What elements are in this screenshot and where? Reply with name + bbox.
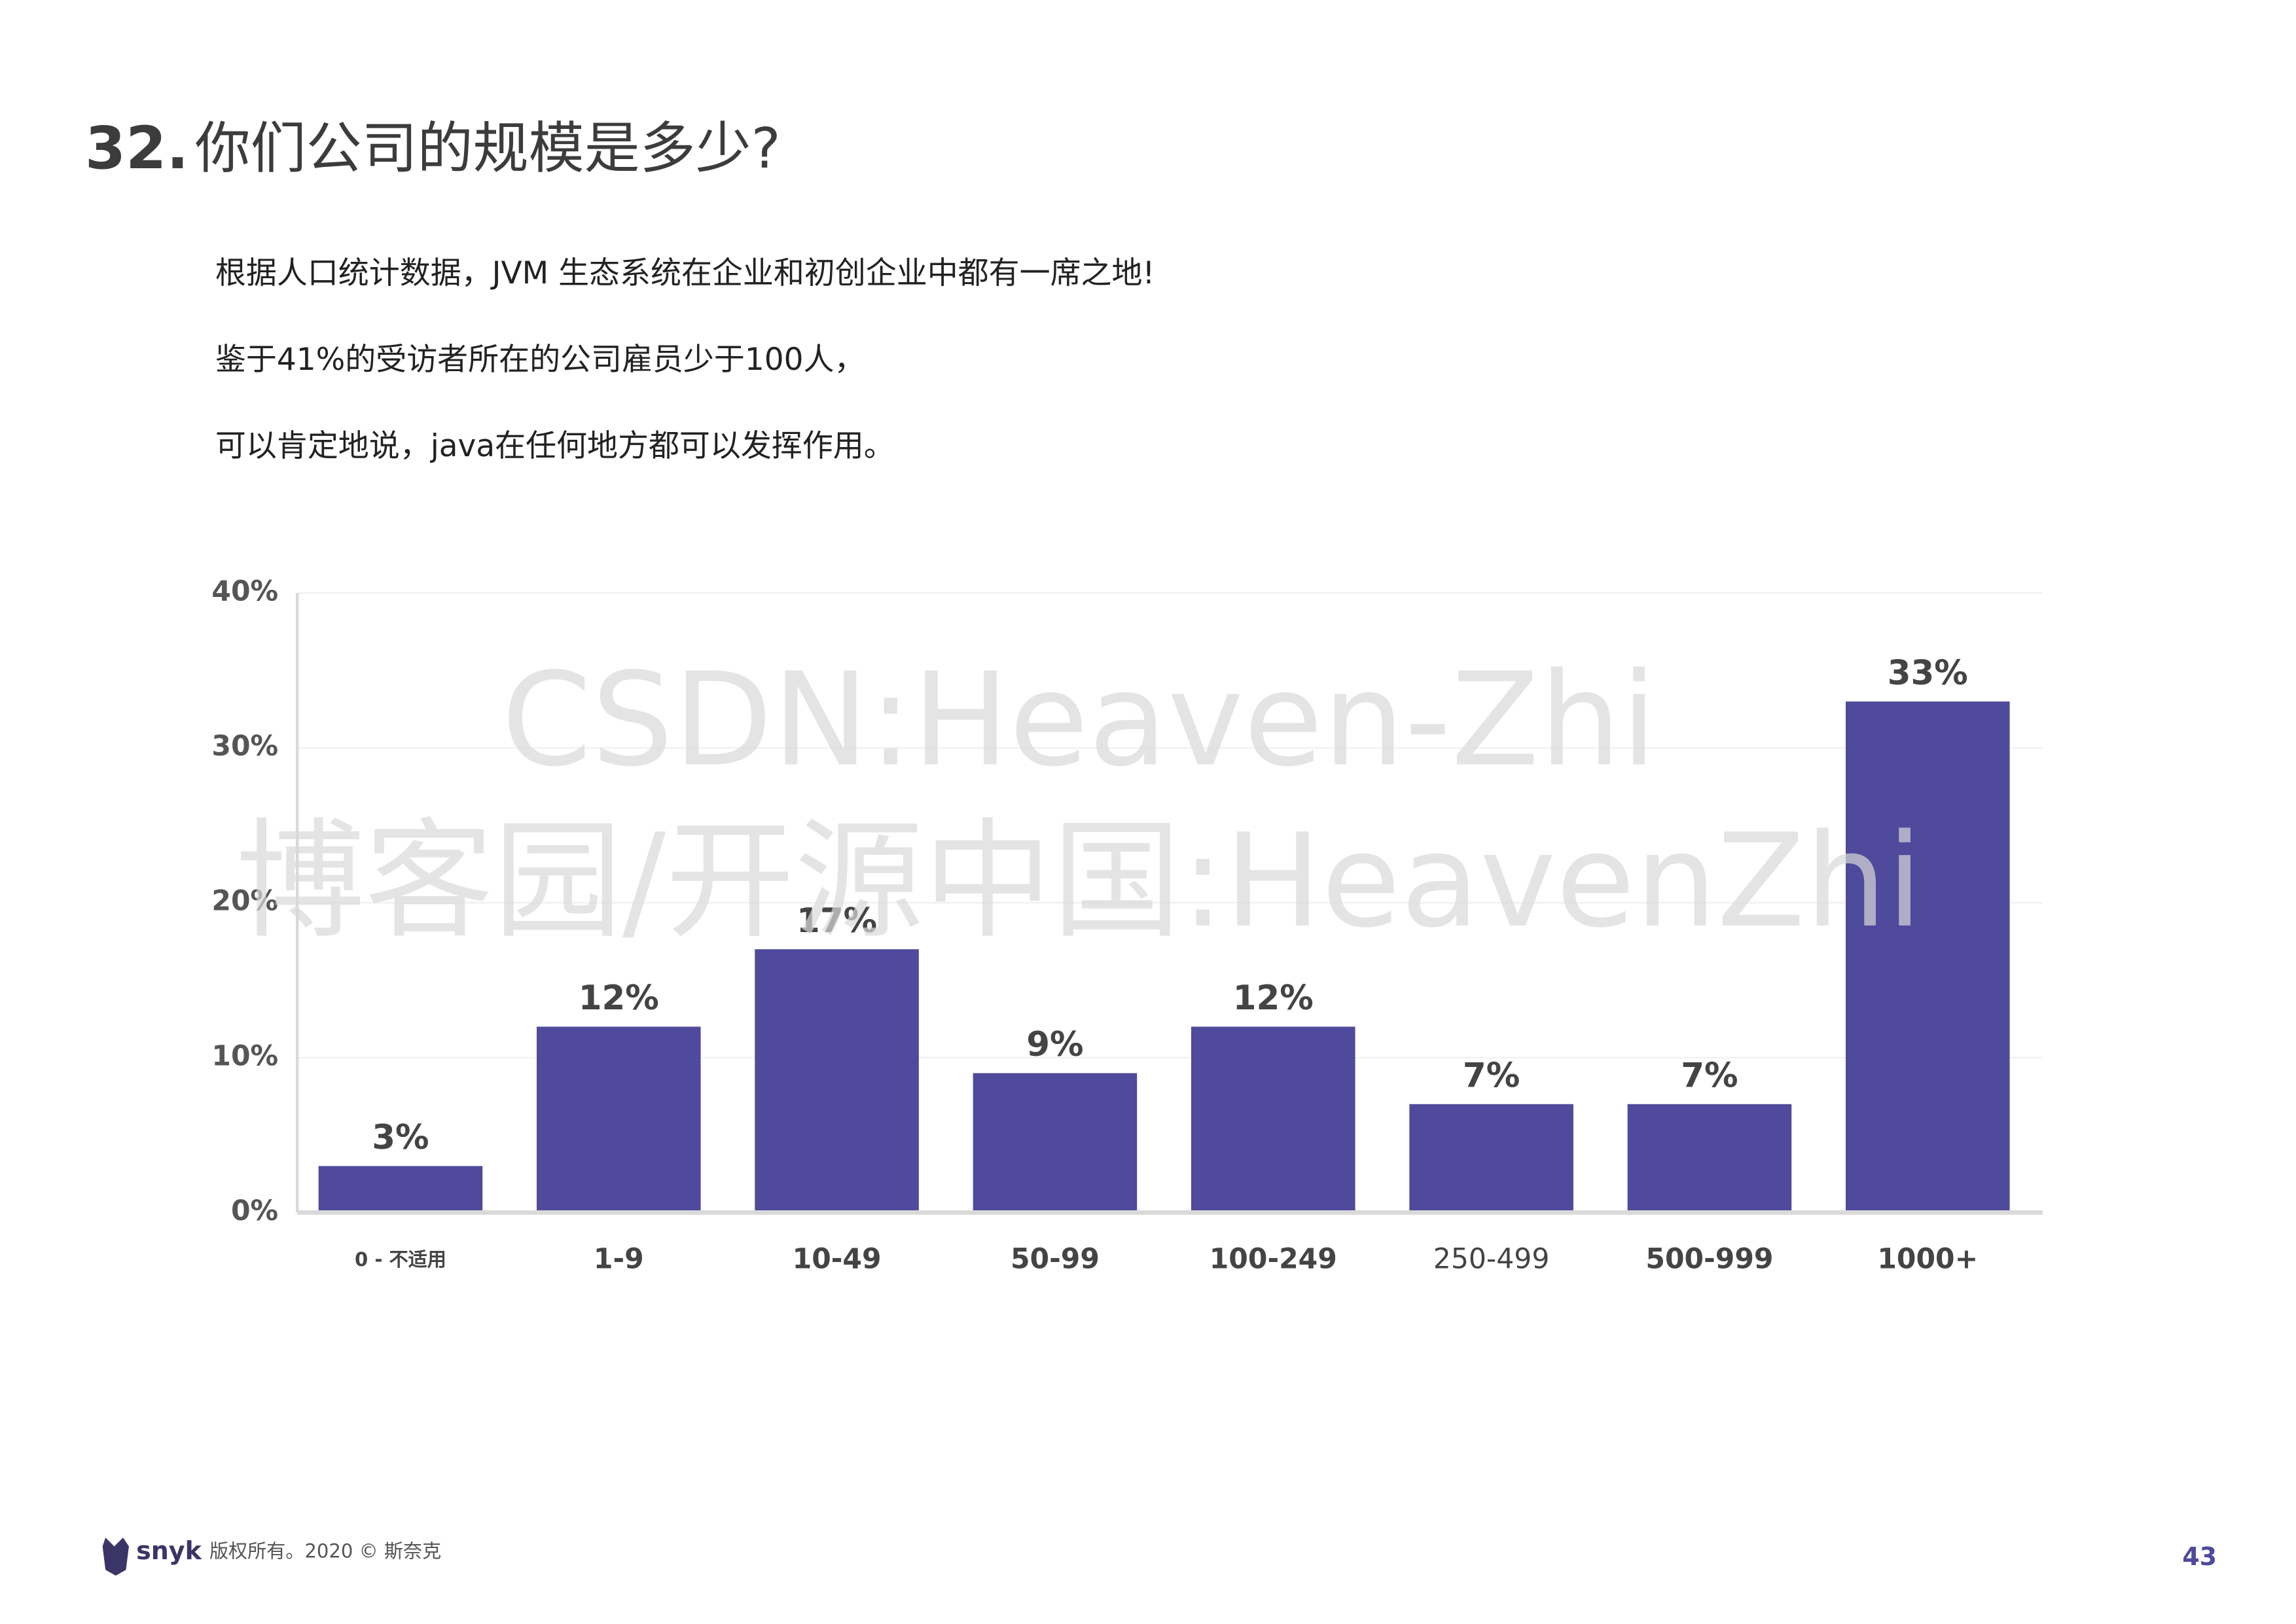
heading-number: 32. xyxy=(85,115,189,183)
data-label: 17% xyxy=(797,901,877,941)
data-label: 7% xyxy=(1463,1056,1520,1095)
bar xyxy=(536,1026,701,1213)
data-label: 9% xyxy=(1026,1025,1083,1064)
paragraph: 可以肯定地说，java在任何地方都可以发挥作用。 xyxy=(215,428,895,464)
bar xyxy=(1409,1104,1573,1213)
bar xyxy=(755,949,919,1213)
y-tick-label: 20% xyxy=(211,886,278,918)
x-tick-label: 0 - 不适用 xyxy=(355,1248,446,1271)
brand: snyk xyxy=(136,1536,202,1565)
x-tick-label: 1000+ xyxy=(1877,1244,1978,1276)
chart: 0% 10% 20% 30% 40% 0 - 不适用 3% 1-9 12% 10-49 17% 50-… xyxy=(211,576,2043,1276)
y-tick-label: 0% xyxy=(231,1195,278,1227)
bar xyxy=(1846,701,2010,1213)
paragraph: 鉴于41%的受访者所在的公司雇员少于100人， xyxy=(215,342,865,378)
watermark: 博客园/开源中国:HeavenZhi xyxy=(236,806,1922,956)
snyk-logo xyxy=(102,1538,129,1576)
page-number: 43 xyxy=(2182,1542,2217,1571)
bar xyxy=(318,1166,483,1213)
data-label: 12% xyxy=(579,979,659,1018)
y-tick-label: 40% xyxy=(211,576,278,608)
x-tick-label: 500-999 xyxy=(1645,1244,1773,1276)
bar xyxy=(1191,1026,1355,1213)
x-tick-label: 100-249 xyxy=(1210,1244,1337,1276)
data-label: 33% xyxy=(1888,653,1968,693)
logo-icon xyxy=(102,1538,129,1576)
copyright: 版权所有。2020 © 斯奈克 xyxy=(209,1540,441,1562)
x-tick-label: 10-49 xyxy=(793,1244,882,1276)
bar xyxy=(1627,1104,1792,1213)
y-tick-label: 10% xyxy=(211,1040,278,1072)
y-tick-label: 30% xyxy=(211,731,278,763)
x-tick-label: 50-99 xyxy=(1011,1244,1100,1276)
bar xyxy=(973,1073,1138,1213)
x-tick-label: 250-499 xyxy=(1433,1244,1550,1276)
data-label: 3% xyxy=(372,1118,429,1157)
paragraph: 根据人口统计数据，JVM 生态系统在企业和初创企业中都有一席之地! xyxy=(215,255,1155,291)
data-label: 12% xyxy=(1233,979,1314,1018)
x-tick-label: 1-9 xyxy=(594,1244,644,1276)
watermark: CSDN:Heaven-Zhi xyxy=(501,645,1657,795)
data-label: 7% xyxy=(1681,1056,1738,1095)
heading-text: 你们公司的规模是多少? xyxy=(195,117,781,181)
